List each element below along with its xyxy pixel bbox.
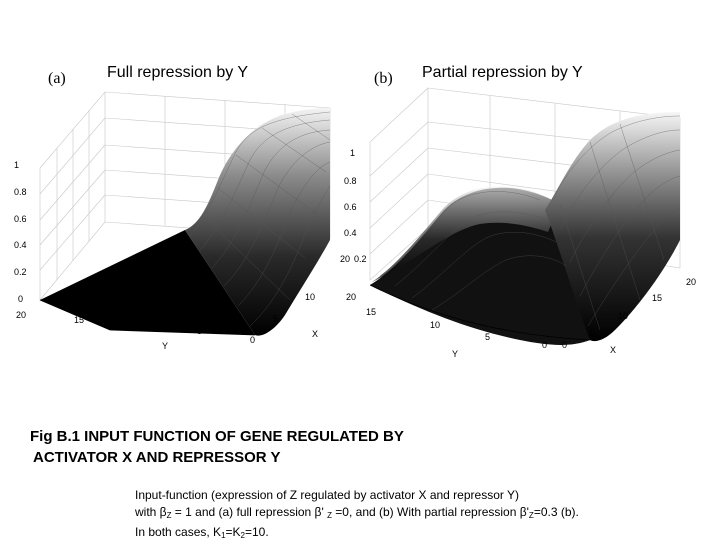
- panel-b-y-label: Y: [452, 349, 458, 359]
- panel-b-plot: 1 0.8 0.6 0.4 0.2 20 20 15 10 5 0 Y 0 5 …: [340, 87, 696, 359]
- panel-a-z-tick-0.4: 0.4: [14, 240, 27, 250]
- panel-b-y-tick-20: 20: [346, 292, 356, 302]
- panel-b-y-tick-0: 0: [542, 340, 547, 350]
- panel-b-x-label: X: [610, 345, 616, 355]
- panel-a-y-tick-15: 15: [74, 315, 84, 325]
- panel-a-x-tick-5: 5: [273, 314, 278, 324]
- panel-b-x-tick-15: 15: [652, 293, 662, 303]
- description-line1: Input-function (expression of Z regulate…: [135, 488, 519, 502]
- panel-b-x-tick-0: 0: [562, 340, 567, 350]
- panel-b-z-tick-1: 1: [350, 148, 355, 158]
- panel-a-z-tick-1: 1: [14, 160, 19, 170]
- panel-a-letter: (a): [48, 70, 66, 87]
- panel-a-z-tick-0.6: 0.6: [14, 214, 27, 224]
- surface-plots: 1 0.8 0.6 0.4 0.2 0 20 15 10 5 Y 0 5 10 …: [14, 87, 696, 359]
- panel-b-letter: (b): [374, 70, 393, 87]
- panel-b-y-tick-15: 15: [366, 307, 376, 317]
- panel-a-x-tick-0: 0: [250, 335, 255, 345]
- description-line3: In both cases, K1=K2=10.: [135, 525, 269, 540]
- panel-b-z-tick-0.8: 0.8: [344, 176, 357, 186]
- panel-a-plot: 1 0.8 0.6 0.4 0.2 0 20 15 10 5 Y 0 5 10 …: [14, 91, 331, 351]
- panel-a-y-label: Y: [162, 341, 168, 351]
- panel-a-z-tick-0.2: 0.2: [14, 267, 27, 277]
- panel-a-z-tick-0: 0: [18, 294, 23, 304]
- panel-b-y-tick-20a: 20: [340, 254, 350, 264]
- panel-a-y-tick-20: 20: [16, 310, 26, 320]
- panel-a-y-tick-10: 10: [135, 323, 145, 333]
- panel-b-z-tick-0.6: 0.6: [344, 202, 357, 212]
- panel-a-x-tick-10: 10: [305, 292, 315, 302]
- figure-caption-line2: ACTIVATOR X AND REPRESSOR Y: [33, 449, 281, 466]
- figure-description: Input-function (expression of Z regulate…: [135, 487, 705, 544]
- panel-b-y-tick-5: 5: [485, 332, 490, 342]
- panel-a-z-tick-0.8: 0.8: [14, 187, 27, 197]
- panel-b-title: Partial repression by Y: [422, 64, 583, 81]
- figure-caption-line1: Fig B.1 INPUT FUNCTION OF GENE REGULATED…: [30, 428, 404, 445]
- figure-caption: Fig B.1 INPUT FUNCTION OF GENE REGULATED…: [30, 426, 404, 468]
- panel-b-y-tick-10: 10: [430, 320, 440, 330]
- panel-a-y-tick-5: 5: [197, 326, 202, 336]
- panel-b-x-tick-10: 10: [618, 311, 628, 321]
- panel-b-z-tick-0.2: 0.2: [354, 254, 367, 264]
- panel-b-z-tick-0.4: 0.4: [344, 228, 357, 238]
- panel-a-x-label: X: [312, 329, 318, 339]
- description-line2: with βZ = 1 and (a) full repression β' Z…: [135, 505, 579, 520]
- panel-b-x-tick-20: 20: [686, 277, 696, 287]
- panel-b-x-tick-5: 5: [590, 328, 595, 338]
- panel-a-title: Full repression by Y: [107, 64, 249, 81]
